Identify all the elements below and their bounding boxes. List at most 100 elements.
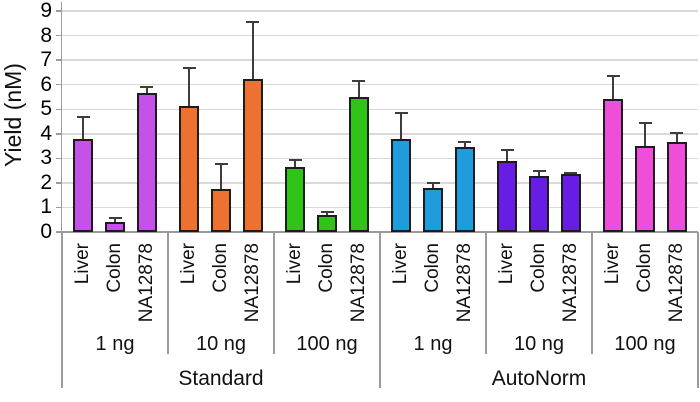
y-tick-label-2: 2 xyxy=(40,170,52,194)
error-bar-cap-autonorm-1ng-na12878 xyxy=(458,141,472,144)
error-bar-cap-standard-1ng-na12878 xyxy=(140,86,154,89)
amount-label-standard-10ng: 10 ng xyxy=(195,333,247,355)
bar-standard-10ng-liver xyxy=(179,105,200,232)
error-bar-standard-1ng-liver xyxy=(82,116,85,139)
y-tick-label-0: 0 xyxy=(40,220,52,243)
error-bar-standard-100ng-na12878 xyxy=(357,81,360,97)
sample-label-autonorm-10ng-colon: Colon xyxy=(528,243,549,293)
y-tick-label-6: 6 xyxy=(40,72,52,96)
error-bar-cap-autonorm-100ng-na12878 xyxy=(670,131,684,134)
bar-standard-1ng-na12878 xyxy=(136,93,157,232)
sample-label-standard-100ng-colon: Colon xyxy=(316,243,337,293)
bar-standard-1ng-liver xyxy=(73,138,94,232)
y-tick-mark-1 xyxy=(56,206,62,209)
error-bar-cap-autonorm-10ng-liver xyxy=(500,148,514,151)
error-bar-standard-10ng-liver xyxy=(188,67,191,106)
y-tick-mark-0 xyxy=(56,231,62,233)
bar-autonorm-100ng-colon xyxy=(635,146,655,232)
gridline-2 xyxy=(62,182,698,184)
error-bar-cap-autonorm-1ng-colon xyxy=(426,181,440,184)
error-bar-cap-autonorm-1ng-liver xyxy=(394,111,408,114)
amount-label-autonorm-1ng: 1 ng xyxy=(413,333,453,355)
amount-divider-1 xyxy=(167,232,169,354)
sample-label-autonorm-10ng-liver: Liver xyxy=(496,243,518,285)
error-bar-cap-standard-1ng-colon xyxy=(108,217,122,220)
bar-standard-100ng-liver xyxy=(285,166,306,232)
bar-standard-10ng-colon xyxy=(211,189,231,232)
error-bar-cap-autonorm-100ng-liver xyxy=(606,75,620,78)
y-axis-line xyxy=(60,2,62,232)
error-bar-standard-10ng-colon xyxy=(220,164,222,190)
sample-label-standard-100ng-na12878: NA12878 xyxy=(347,243,369,323)
error-bar-standard-100ng-colon xyxy=(326,212,328,215)
gridline-1 xyxy=(62,206,698,209)
bar-autonorm-10ng-colon xyxy=(529,175,549,232)
sample-label-standard-10ng-colon: Colon xyxy=(210,243,231,293)
y-tick-label-5: 5 xyxy=(40,97,52,121)
error-bar-autonorm-10ng-colon xyxy=(538,170,540,176)
sample-label-standard-1ng-na12878: NA12878 xyxy=(135,243,157,323)
bar-standard-100ng-na12878 xyxy=(348,96,369,232)
error-bar-cap-standard-10ng-liver xyxy=(182,66,196,69)
error-bar-autonorm-100ng-na12878 xyxy=(675,132,678,143)
error-bar-cap-standard-1ng-liver xyxy=(76,115,90,118)
error-bar-cap-autonorm-100ng-colon xyxy=(638,121,652,124)
sample-label-autonorm-100ng-liver: Liver xyxy=(602,243,624,285)
amount-label-autonorm-100ng: 100 ng xyxy=(614,333,676,355)
bar-autonorm-10ng-na12878 xyxy=(560,174,581,232)
y-tick-label-8: 8 xyxy=(40,23,52,47)
error-bar-standard-100ng-liver xyxy=(294,159,297,167)
amount-divider-2 xyxy=(273,232,275,354)
condition-divider-6 xyxy=(697,232,699,388)
gridline-5 xyxy=(62,108,698,110)
error-bar-cap-standard-100ng-liver xyxy=(288,158,302,161)
condition-divider-3 xyxy=(379,232,381,388)
sample-label-standard-10ng-liver: Liver xyxy=(178,243,200,285)
y-tick-label-3: 3 xyxy=(40,146,52,170)
error-bar-standard-10ng-na12878 xyxy=(251,22,254,79)
gridline-9 xyxy=(62,10,698,12)
bar-autonorm-1ng-liver xyxy=(391,138,412,232)
sample-label-standard-1ng-colon: Colon xyxy=(104,243,125,293)
y-tick-label-4: 4 xyxy=(40,121,52,145)
error-bar-cap-autonorm-10ng-colon xyxy=(532,169,546,172)
sample-label-autonorm-100ng-na12878: NA12878 xyxy=(665,243,687,323)
condition-label-standard: Standard xyxy=(178,367,264,390)
error-bar-standard-1ng-colon xyxy=(114,218,116,223)
y-tick-label-9: 9 xyxy=(40,0,52,23)
amount-label-standard-100ng: 100 ng xyxy=(296,333,358,355)
y-tick-label-7: 7 xyxy=(40,48,52,72)
error-bar-standard-1ng-na12878 xyxy=(145,87,148,94)
sample-label-autonorm-1ng-colon: Colon xyxy=(422,243,443,293)
amount-label-standard-1ng: 1 ng xyxy=(95,333,135,355)
amount-divider-5 xyxy=(591,232,593,354)
error-bar-autonorm-100ng-liver xyxy=(612,76,615,100)
gridline-3 xyxy=(62,157,698,160)
sample-label-standard-1ng-liver: Liver xyxy=(72,243,94,285)
error-bar-cap-standard-10ng-na12878 xyxy=(246,21,260,24)
condition-divider-0 xyxy=(61,232,63,388)
bar-autonorm-100ng-liver xyxy=(603,99,624,232)
error-bar-cap-standard-100ng-na12878 xyxy=(352,80,366,83)
bar-autonorm-10ng-liver xyxy=(497,160,518,232)
sample-label-autonorm-1ng-na12878: NA12878 xyxy=(453,243,475,323)
bar-autonorm-1ng-colon xyxy=(423,187,443,232)
sample-label-autonorm-10ng-na12878: NA12878 xyxy=(559,243,581,323)
error-bar-autonorm-100ng-colon xyxy=(644,122,646,147)
y-tick-mark-2 xyxy=(56,182,62,184)
gridline-7 xyxy=(62,59,698,61)
error-bar-cap-standard-10ng-colon xyxy=(214,163,228,166)
sample-label-standard-10ng-na12878: NA12878 xyxy=(241,243,263,323)
error-bar-autonorm-1ng-liver xyxy=(400,112,403,139)
y-tick-mark-6 xyxy=(56,83,62,86)
error-bar-autonorm-1ng-colon xyxy=(432,182,434,188)
bar-standard-100ng-colon xyxy=(317,214,337,232)
sample-label-standard-100ng-liver: Liver xyxy=(284,243,306,285)
condition-label-autonorm: AutoNorm xyxy=(491,367,587,390)
y-axis-title: Yield (nM) xyxy=(0,63,26,167)
y-tick-mark-4 xyxy=(56,133,62,135)
y-tick-mark-3 xyxy=(56,157,62,160)
error-bar-cap-standard-100ng-colon xyxy=(320,211,334,214)
error-bar-autonorm-10ng-liver xyxy=(506,149,509,161)
